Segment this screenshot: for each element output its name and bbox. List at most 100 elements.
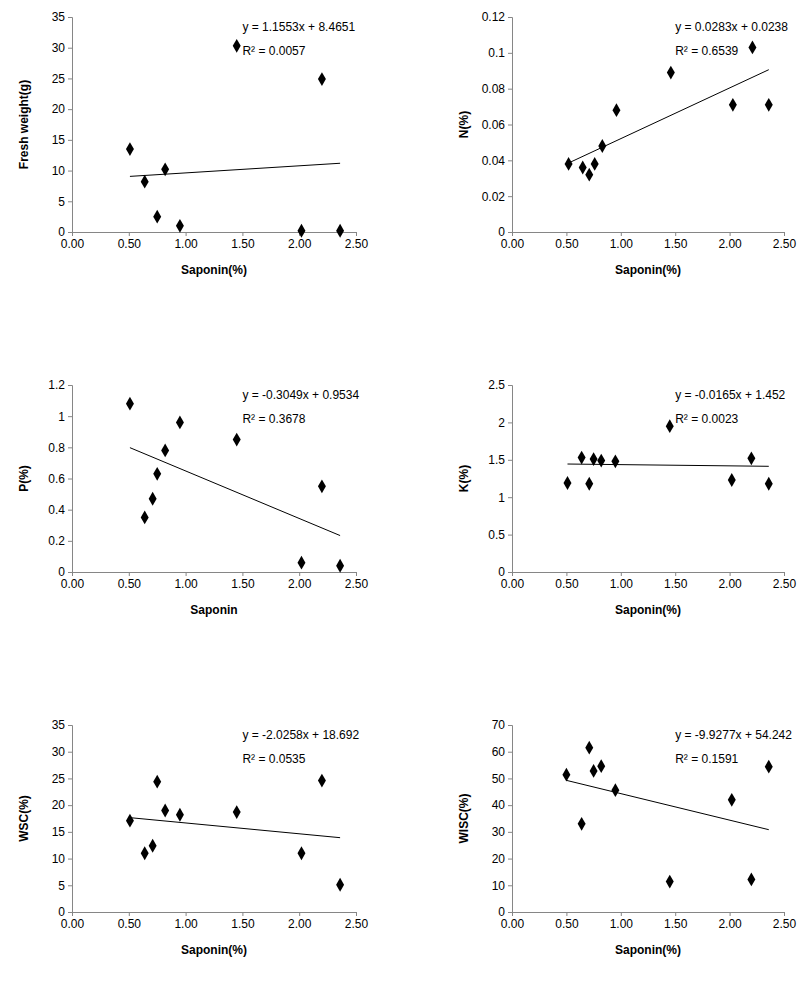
y-tick-mark	[68, 778, 72, 779]
point	[161, 804, 169, 818]
y-tick-label: 0.2	[48, 534, 65, 548]
x-tick: 1.50	[231, 912, 255, 931]
y-tick: 70	[492, 718, 512, 732]
x-tick-mark	[356, 912, 357, 916]
y-tick: 1	[58, 410, 72, 424]
y-tick-label: 20	[52, 102, 66, 116]
y-tick-mark	[508, 160, 512, 161]
y-tick: 2.5	[488, 378, 512, 392]
y-tick-label: 50	[492, 772, 506, 786]
panel: 0.000.501.001.502.002.5005101520253035y …	[17, 10, 369, 277]
point	[233, 39, 241, 53]
y-tick: 20	[52, 102, 72, 116]
x-axis: 0.000.501.001.502.002.50	[501, 232, 797, 251]
point	[176, 808, 184, 822]
x-tick: 2.50	[345, 572, 369, 591]
y-tick: 0	[498, 225, 512, 239]
x-tick: 2.00	[288, 572, 312, 591]
x-tick-mark	[186, 232, 187, 236]
y-tick: 0.6	[48, 472, 72, 486]
x-tick-label: 2.50	[773, 237, 797, 251]
y-tick-label: 35	[52, 718, 66, 732]
point	[161, 444, 169, 458]
point	[336, 224, 344, 238]
x-tick-mark	[621, 912, 622, 916]
x-tick-mark	[129, 912, 130, 916]
y-axis-title: K(%)	[457, 465, 471, 492]
y-tick: 60	[492, 745, 512, 759]
y-tick-mark	[68, 912, 72, 913]
panel: 0.000.501.001.502.002.50010203040506070y…	[457, 718, 797, 957]
x-tick-label: 1.00	[610, 237, 634, 251]
y-tick: 1	[498, 491, 512, 505]
plot-area	[562, 741, 772, 889]
y-tick-mark	[508, 572, 512, 573]
x-tick-label: 0.50	[555, 917, 579, 931]
point	[597, 759, 605, 773]
y-tick-mark	[68, 109, 72, 110]
point	[578, 817, 586, 831]
point	[297, 224, 305, 238]
x-tick-mark	[566, 572, 567, 576]
x-tick-label: 2.50	[345, 577, 369, 591]
point	[747, 873, 755, 887]
x-tick-mark	[621, 572, 622, 576]
y-tick-mark	[68, 447, 72, 448]
x-tick-label: 2.00	[718, 577, 742, 591]
y-tick-label: 15	[52, 133, 66, 147]
x-axis: 0.000.501.001.502.002.50	[61, 232, 369, 251]
y-axis-title: WSC(%)	[17, 795, 31, 842]
annotation: R² = 0.3678	[242, 412, 305, 426]
x-tick: 2.50	[773, 912, 797, 931]
y-tick-label: 0.02	[482, 190, 506, 204]
y-tick-mark	[508, 752, 512, 753]
x-axis: 0.000.501.001.502.002.50	[61, 912, 369, 931]
x-tick-mark	[242, 572, 243, 576]
y-tick-label: 5	[58, 195, 65, 209]
point	[579, 161, 587, 175]
y-axis: 05101520253035	[52, 718, 73, 919]
plot-area	[126, 774, 344, 892]
y-tick-mark	[508, 89, 512, 90]
x-tick-mark	[186, 912, 187, 916]
y-tick-mark	[68, 140, 72, 141]
point	[141, 846, 149, 860]
x-tick-label: 2.50	[773, 917, 797, 931]
x-tick: 2.50	[345, 232, 369, 251]
y-tick-label: 35	[52, 10, 66, 24]
y-axis-title: P(%)	[17, 465, 31, 492]
x-tick-label: 1.00	[174, 237, 198, 251]
y-tick-mark	[68, 805, 72, 806]
x-axis-line	[513, 913, 785, 917]
y-tick-label: 70	[492, 718, 506, 732]
annotation: R² = 0.1591	[675, 752, 738, 766]
point	[748, 41, 756, 55]
annotation: y = 1.1553x + 8.4651	[242, 20, 355, 34]
y-tick-mark	[508, 17, 512, 18]
y-tick-mark	[508, 832, 512, 833]
y-tick: 0.08	[482, 82, 512, 96]
point	[611, 783, 619, 797]
y-tick-label: 10	[52, 164, 66, 178]
y-tick-mark	[68, 752, 72, 753]
point	[126, 814, 134, 828]
x-tick: 2.00	[288, 912, 312, 931]
x-tick-label: 2.50	[773, 577, 797, 591]
y-axis-line	[68, 726, 73, 913]
point	[728, 793, 736, 807]
y-tick-label: 0	[498, 225, 505, 239]
point	[161, 162, 169, 176]
point	[728, 473, 736, 487]
trendline	[567, 464, 768, 466]
y-tick-mark	[68, 541, 72, 542]
y-tick-mark	[68, 78, 72, 79]
point	[562, 768, 570, 782]
y-tick: 15	[52, 133, 72, 147]
point	[585, 741, 593, 755]
y-tick-mark	[68, 201, 72, 202]
x-tick-mark	[186, 572, 187, 576]
x-tick: 1.00	[174, 232, 198, 251]
annotation: y = -0.3049x + 0.9534	[242, 388, 359, 402]
plot-area	[564, 419, 773, 490]
point	[336, 559, 344, 573]
